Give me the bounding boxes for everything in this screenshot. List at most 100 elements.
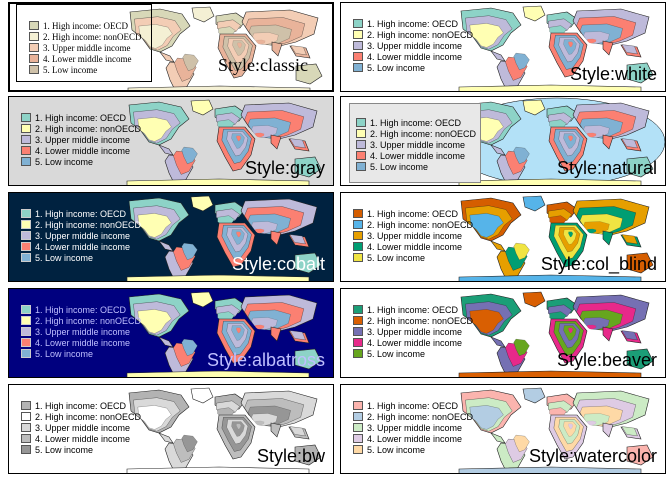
country-australia	[294, 348, 322, 370]
country-region	[232, 40, 246, 56]
legend-label: 3. Upper middle income	[35, 327, 131, 337]
country-region	[568, 135, 573, 142]
country-region	[289, 330, 306, 341]
country-region	[289, 138, 306, 149]
legend-swatch	[21, 124, 31, 133]
legend-label: 3. Upper middle income	[367, 231, 463, 241]
country-greenland	[190, 195, 214, 212]
legend-label: 3. Upper middle income	[35, 231, 131, 241]
legend-swatch	[29, 43, 39, 52]
country-australia	[294, 156, 322, 178]
legend-swatch	[21, 231, 31, 240]
legend-label: 3. Upper middle income	[35, 423, 131, 433]
country-central-america	[158, 240, 174, 252]
legend-label: 1. High income: OECD	[367, 19, 459, 29]
country-region	[587, 420, 597, 426]
style-label: Style:watercolor	[528, 446, 657, 466]
country-region	[231, 133, 245, 149]
legend-label: 2. High income: nonOECD	[370, 129, 477, 139]
country-antarctica	[126, 178, 310, 185]
country-australia	[295, 63, 323, 85]
country-australia	[626, 348, 654, 370]
country-region	[138, 24, 173, 49]
legend-label: 5. Low income	[370, 162, 429, 172]
legend: 1. High income: OECD 2. High income: nonO…	[349, 103, 481, 183]
legend-label: 3. Upper middle income	[370, 140, 466, 150]
legend-swatch	[353, 209, 363, 218]
legend-label: 5. Low income	[367, 253, 426, 263]
legend-swatch	[353, 412, 363, 421]
legend-label: 4. Lower middle income	[367, 52, 463, 62]
legend-swatch	[353, 305, 363, 314]
country-central-america	[490, 336, 506, 348]
legend-swatch	[29, 32, 39, 41]
country-region	[137, 309, 172, 334]
country-india	[602, 422, 614, 438]
legend-swatch	[21, 349, 31, 358]
world-map	[126, 291, 322, 377]
country-region	[568, 327, 573, 334]
legend-swatch	[356, 151, 366, 160]
world-map	[458, 5, 654, 91]
country-region	[587, 324, 597, 330]
country-region	[621, 330, 638, 341]
legend-label: 1. High income: OECD	[367, 401, 459, 411]
style-label: Style:white	[569, 64, 657, 84]
country-central-america	[158, 144, 174, 156]
legend-swatch	[21, 146, 31, 155]
legend-label: 2. High income: nonOECD	[367, 220, 474, 230]
country-region	[237, 42, 242, 49]
country-india	[270, 422, 282, 438]
legend-swatch	[21, 157, 31, 166]
map-panel-5: 1. High income: OECD 2. High income: nonO…	[8, 192, 334, 282]
country-india	[270, 326, 282, 342]
country-region	[568, 231, 573, 238]
country-region	[587, 38, 597, 44]
country-india	[602, 230, 614, 246]
world-map	[458, 291, 654, 377]
world-map	[458, 195, 654, 281]
country-australia	[626, 444, 654, 466]
legend-label: 4. Lower middle income	[367, 242, 463, 252]
country-region	[621, 44, 638, 55]
legend-label: 1. High income: OECD	[35, 401, 127, 411]
legend-swatch	[353, 349, 363, 358]
legend-swatch	[353, 63, 363, 72]
country-antarctica	[458, 370, 642, 377]
country-region	[289, 234, 306, 245]
legend-swatch	[21, 338, 31, 347]
legend-label: 4. Lower middle income	[43, 54, 132, 64]
legend-swatch	[21, 316, 31, 325]
country-region	[236, 423, 241, 430]
world-map	[126, 387, 322, 473]
country-region	[513, 434, 530, 453]
country-antarctica	[458, 274, 642, 281]
legend-swatch	[29, 54, 39, 63]
world-map	[458, 387, 654, 473]
country-australia	[626, 62, 654, 84]
legend-swatch	[21, 445, 31, 454]
country-greenland	[190, 99, 214, 116]
country-antarctica	[458, 466, 642, 473]
world-map	[126, 99, 322, 185]
legend-label: 2. High income: nonOECD	[367, 30, 474, 40]
country-antarctica	[126, 274, 310, 281]
country-greenland	[190, 387, 214, 404]
legend-swatch	[353, 423, 363, 432]
legend-label: 5. Low income	[43, 65, 98, 75]
country-greenland	[522, 195, 546, 212]
country-greenland	[522, 99, 546, 116]
country-india	[270, 134, 282, 150]
legend-swatch	[21, 220, 31, 229]
legend-label: 5. Low income	[35, 157, 94, 167]
country-region	[513, 52, 530, 71]
country-region	[137, 405, 172, 430]
country-australia	[626, 252, 654, 274]
legend-label: 1. High income: OECD	[370, 118, 462, 128]
legend-label: 1. High income: OECD	[367, 305, 459, 315]
country-region	[181, 338, 198, 357]
country-region	[182, 53, 199, 72]
legend-label: 5. Low income	[367, 445, 426, 455]
country-antarctica	[458, 84, 642, 91]
country-australia	[294, 444, 322, 466]
